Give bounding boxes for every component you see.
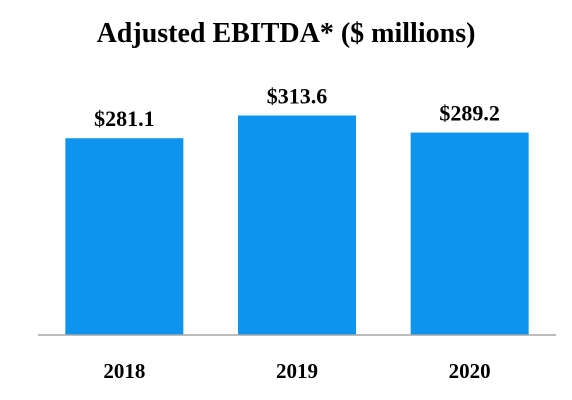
bar-2020 (410, 132, 529, 335)
data-label-2018: $281.1 (94, 106, 155, 131)
x-tick-label-2019: 2019 (276, 359, 318, 383)
x-tick-label-2020: 2020 (449, 359, 491, 383)
bars-layer (65, 115, 529, 335)
x-tick-label-2018: 2018 (103, 359, 145, 383)
chart-title: Adjusted EBITDA* ($ millions) (96, 18, 476, 49)
bar-2019 (238, 115, 356, 335)
bar-2018 (65, 138, 184, 335)
data-label-2019: $313.6 (267, 83, 328, 108)
data-labels-layer: $281.1 $313.6 $289.2 (94, 83, 500, 131)
data-label-2020: $289.2 (439, 101, 500, 126)
x-axis-ticks-layer: 2018 2019 2020 (103, 359, 490, 383)
